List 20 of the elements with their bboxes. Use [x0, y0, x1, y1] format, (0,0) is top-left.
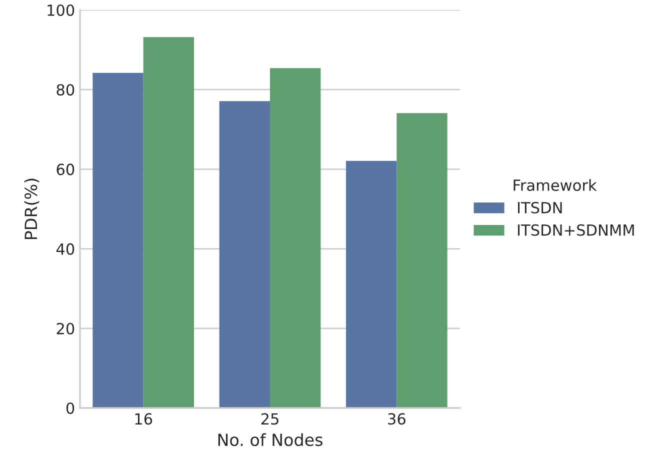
bar — [219, 101, 270, 408]
bar — [143, 37, 194, 408]
y-tick-label: 0 — [66, 402, 74, 414]
y-tick-label: 20 — [56, 322, 74, 334]
bar — [346, 160, 397, 408]
bar — [270, 68, 321, 408]
y-tick-label: 100 — [48, 4, 74, 16]
legend-label: ITSDN — [518, 202, 562, 214]
y-axis-title: PDR(%) — [24, 178, 40, 240]
y-tick-label: 60 — [56, 164, 74, 176]
x-axis-title: No. of Nodes — [218, 433, 322, 446]
x-tick-label: 25 — [261, 413, 278, 425]
legend-label: ITSDN+SDNMM — [518, 224, 634, 236]
y-tick-label: 80 — [56, 84, 74, 96]
legend-title: Framework — [514, 179, 597, 192]
y-tick-label: 40 — [56, 243, 74, 255]
x-tick-label: 36 — [388, 413, 406, 425]
x-tick-label: 16 — [135, 413, 152, 425]
bar — [396, 113, 448, 408]
bar — [92, 72, 144, 408]
